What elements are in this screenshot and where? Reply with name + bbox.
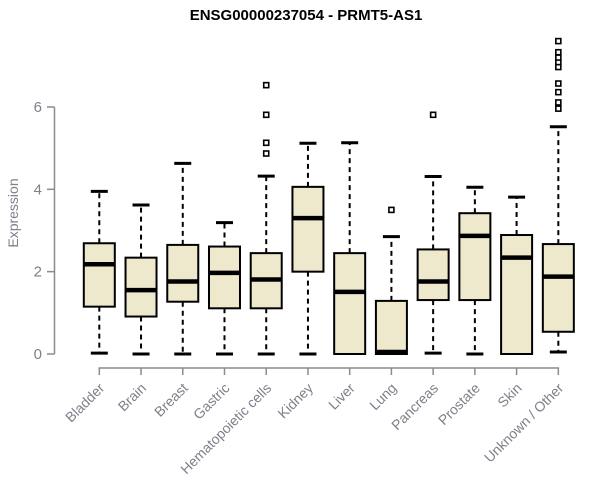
- box-pancreas: [416, 111, 450, 355]
- outlier-point: [262, 81, 270, 89]
- x-axis-category-label: Liver: [325, 380, 358, 413]
- x-axis-category-label: Brain: [115, 380, 149, 414]
- box-bladder: [82, 189, 116, 355]
- outlier-point: [555, 99, 562, 106]
- box-hematopoietic-cells: [249, 81, 283, 356]
- x-axis-category-label: Skin: [494, 380, 525, 411]
- outlier-point: [262, 139, 270, 147]
- x-axis-category-label: Prostate: [435, 380, 483, 428]
- x-axis-category-label: Breast: [151, 380, 191, 420]
- x-axis-category-label: Lung: [366, 380, 399, 413]
- box-skin: [500, 195, 534, 356]
- y-axis-tick-label: 0: [34, 346, 42, 363]
- box-rect: [500, 234, 534, 356]
- x-axis-category-label: Unknown / Other: [481, 380, 567, 466]
- y-axis-tick-label: 4: [34, 181, 42, 198]
- box-breast: [166, 161, 200, 356]
- outlier-point: [429, 111, 437, 119]
- outlier-point: [388, 206, 395, 214]
- outlier-point: [555, 105, 562, 112]
- box-unknown-other: [541, 37, 575, 354]
- chart-title: ENSG00000237054 - PRMT5-AS1: [189, 7, 423, 24]
- box-rect: [458, 212, 492, 302]
- box-rect: [82, 242, 116, 308]
- box-rect: [374, 299, 408, 355]
- y-axis-tick-label: 6: [34, 99, 42, 116]
- box-rect: [416, 248, 450, 302]
- box-rect: [541, 243, 575, 333]
- outlier-point: [555, 37, 562, 45]
- outlier-point: [555, 48, 562, 56]
- box-rect: [124, 256, 158, 318]
- outlier-point: [555, 80, 562, 87]
- box-brain: [124, 203, 158, 356]
- box-kidney: [291, 141, 325, 356]
- box-rect: [291, 185, 325, 273]
- box-lung: [374, 206, 408, 355]
- x-axis-category-label: Bladder: [62, 380, 108, 426]
- outlier-point: [555, 88, 562, 96]
- outlier-point: [262, 150, 270, 157]
- y-axis-tick-label: 2: [34, 264, 42, 281]
- box-rect: [333, 252, 367, 355]
- outlier-point: [262, 111, 270, 119]
- box-rect: [207, 245, 241, 310]
- box-rect: [166, 243, 200, 303]
- box-gastric: [207, 221, 241, 356]
- box-prostate: [458, 185, 492, 356]
- outlier-point: [555, 54, 562, 61]
- box-liver: [333, 141, 367, 355]
- x-axis-category-label: Kidney: [274, 380, 316, 422]
